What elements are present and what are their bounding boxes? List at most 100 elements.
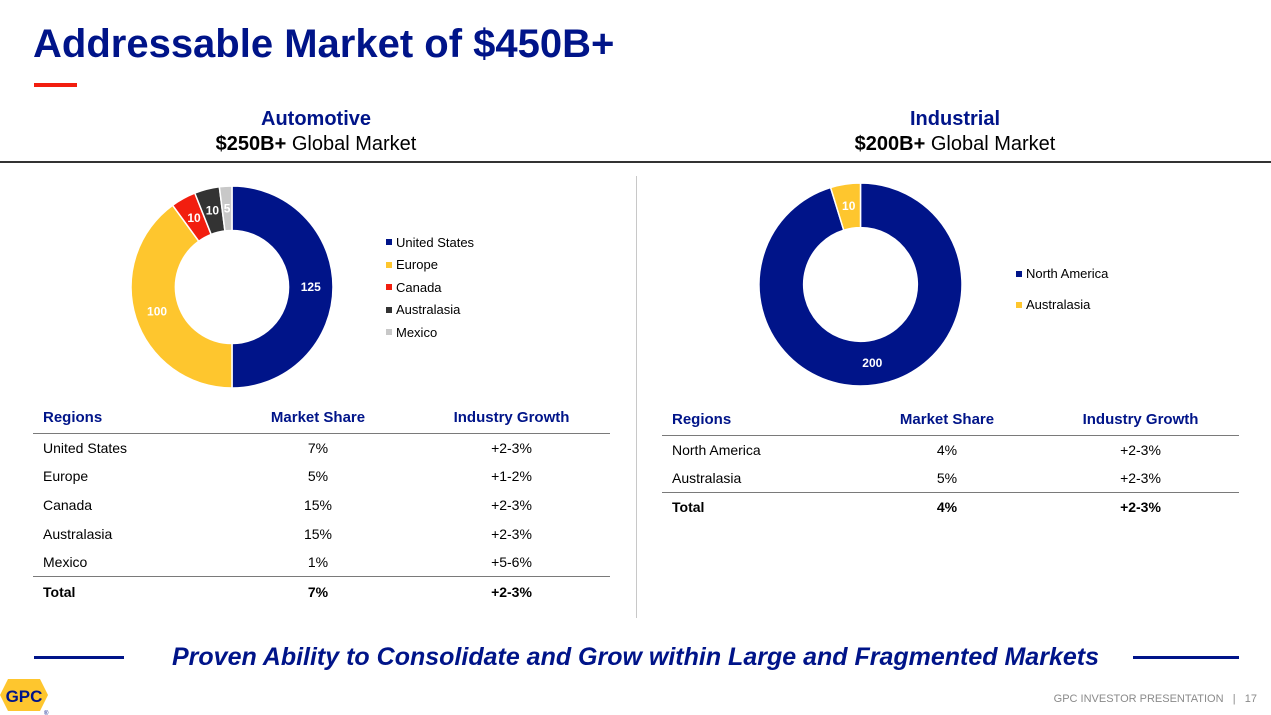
donut-slice-united-states xyxy=(231,185,334,389)
table-header-row: Regions Market Share Industry Growth xyxy=(33,403,610,434)
data-label-north-america: 200 xyxy=(862,356,882,370)
data-label-australasia: 10 xyxy=(842,199,856,213)
table-header-row: Regions Market Share Industry Growth xyxy=(662,405,1239,436)
table-row: United States 7% +2-3% xyxy=(33,433,610,462)
legend-label: Mexico xyxy=(396,324,438,340)
logo-registered-mark: ® xyxy=(44,710,49,715)
industrial-market-value: $200B+ xyxy=(854,133,926,155)
cell-industry-growth: +2-3% xyxy=(491,439,532,456)
table-row: Europe 5% +1-2% xyxy=(33,462,610,491)
cell-industry-growth: +5-6% xyxy=(491,554,532,571)
cell-region: North America xyxy=(672,441,761,458)
donut-slice-europe xyxy=(130,204,233,389)
tagline-rule-right xyxy=(1133,656,1239,659)
table-total-row: Total 4% +2-3% xyxy=(662,492,1239,522)
automotive-market-size: $250B+ Global Market xyxy=(116,132,516,157)
cell-market-share: 7% xyxy=(307,439,329,456)
cell-industry-growth: +2-3% xyxy=(491,525,532,542)
industrial-market-label: Global Market xyxy=(925,133,1056,155)
total-region: Total xyxy=(662,492,852,522)
legend-label: Europe xyxy=(396,257,438,273)
cell-industry-growth: +2-3% xyxy=(1120,469,1161,486)
automotive-market-label: Global Market xyxy=(286,133,417,155)
table-row: Australasia 15% +2-3% xyxy=(33,519,610,548)
table-row: North America 4% +2-3% xyxy=(662,435,1239,464)
cell-market-share: 15% xyxy=(303,496,333,513)
legend-swatch xyxy=(386,261,392,268)
cell-market-share: 15% xyxy=(303,525,333,542)
legend-item-australasia: Australasia xyxy=(386,299,474,322)
col-header-market-share: Market Share xyxy=(223,403,413,434)
data-label-canada: 10 xyxy=(187,211,201,225)
legend-label: Australasia xyxy=(396,302,461,318)
legend-swatch xyxy=(386,239,392,246)
table-total-row: Total 7% +2-3% xyxy=(33,576,610,606)
automotive-legend: United States Europe Canada Australasia Mexi… xyxy=(386,231,474,344)
data-label-mexico: 5 xyxy=(224,201,231,215)
legend-item-canada: Canada xyxy=(386,276,474,299)
legend-swatch xyxy=(386,284,392,291)
industrial-legend: North America Australasia xyxy=(1016,258,1108,320)
industrial-donut-chart: 200 10 xyxy=(758,182,963,387)
industrial-title: Industrial xyxy=(909,108,1000,130)
cell-industry-growth: +2-3% xyxy=(1120,441,1161,458)
legend-swatch xyxy=(386,306,392,313)
automotive-header: Automotive $250B+ Global Market xyxy=(116,107,516,157)
cell-industry-growth: +1-2% xyxy=(491,468,532,485)
logo-text: GPC xyxy=(6,687,43,706)
gpc-logo-icon: GPC ® xyxy=(0,679,49,715)
industrial-header: Industrial $200B+ Global Market xyxy=(755,107,1155,157)
title-accent-bar xyxy=(34,83,77,87)
cell-region: Australasia xyxy=(672,469,742,486)
data-label-europe: 100 xyxy=(147,304,167,318)
legend-swatch xyxy=(386,329,392,336)
legend-label: North America xyxy=(1026,266,1109,281)
legend-item-australasia: Australasia xyxy=(1016,289,1108,320)
legend-label: Australasia xyxy=(1026,297,1091,312)
cell-region: Europe xyxy=(43,468,89,485)
industrial-table: Regions Market Share Industry Growth Nor… xyxy=(662,405,1239,522)
slide-title: Addressable Market of $450B+ xyxy=(33,22,615,66)
donut-slice-north-america xyxy=(758,182,963,387)
legend-item-north-america: North America xyxy=(1016,258,1108,289)
col-header-market-share: Market Share xyxy=(852,405,1042,436)
data-label-united-states: 125 xyxy=(301,280,321,294)
total-region: Total xyxy=(33,576,223,606)
legend-label: United States xyxy=(396,234,475,250)
col-header-industry-growth: Industry Growth xyxy=(413,403,610,434)
cell-market-share: 4% xyxy=(936,441,958,458)
cell-region: Mexico xyxy=(43,554,88,571)
legend-label: Canada xyxy=(396,279,442,295)
col-header-regions: Regions xyxy=(33,403,223,434)
col-header-industry-growth: Industry Growth xyxy=(1042,405,1239,436)
total-industry-growth: +2-3% xyxy=(413,576,610,606)
header-divider xyxy=(0,161,1271,163)
table-row: Australasia 5% +2-3% xyxy=(662,464,1239,493)
footer-page-label: GPC INVESTOR PRESENTATION | 17 xyxy=(1053,693,1257,705)
cell-industry-growth: +2-3% xyxy=(491,496,532,513)
table-row: Canada 15% +2-3% xyxy=(33,491,610,520)
section-divider xyxy=(636,176,637,618)
donut-slice-australasia xyxy=(829,182,862,232)
legend-swatch xyxy=(1016,270,1022,277)
industrial-market-size: $200B+ Global Market xyxy=(755,132,1155,157)
total-market-share: 4% xyxy=(852,492,1042,522)
automotive-market-value: $250B+ xyxy=(215,133,287,155)
donut-slice-mexico xyxy=(218,185,233,232)
legend-item-mexico: Mexico xyxy=(386,321,474,344)
tagline-text: Proven Ability to Consolidate and Grow w… xyxy=(172,643,1099,671)
cell-region: Australasia xyxy=(43,525,113,542)
automotive-donut-chart: 125 100 10 10 5 xyxy=(130,185,334,389)
tagline-rule-left xyxy=(34,656,124,659)
cell-market-share: 5% xyxy=(936,469,958,486)
cell-market-share: 5% xyxy=(307,468,329,485)
tagline: Proven Ability to Consolidate and Grow w… xyxy=(0,643,1271,672)
cell-region: United States xyxy=(43,439,128,456)
gpc-logo: GPC ® xyxy=(0,676,52,715)
legend-swatch xyxy=(1016,301,1022,308)
legend-item-europe: Europe xyxy=(386,254,474,277)
total-industry-growth: +2-3% xyxy=(1042,492,1239,522)
legend-item-united-states: United States xyxy=(386,231,474,254)
col-header-regions: Regions xyxy=(662,405,852,436)
cell-market-share: 1% xyxy=(307,554,329,571)
